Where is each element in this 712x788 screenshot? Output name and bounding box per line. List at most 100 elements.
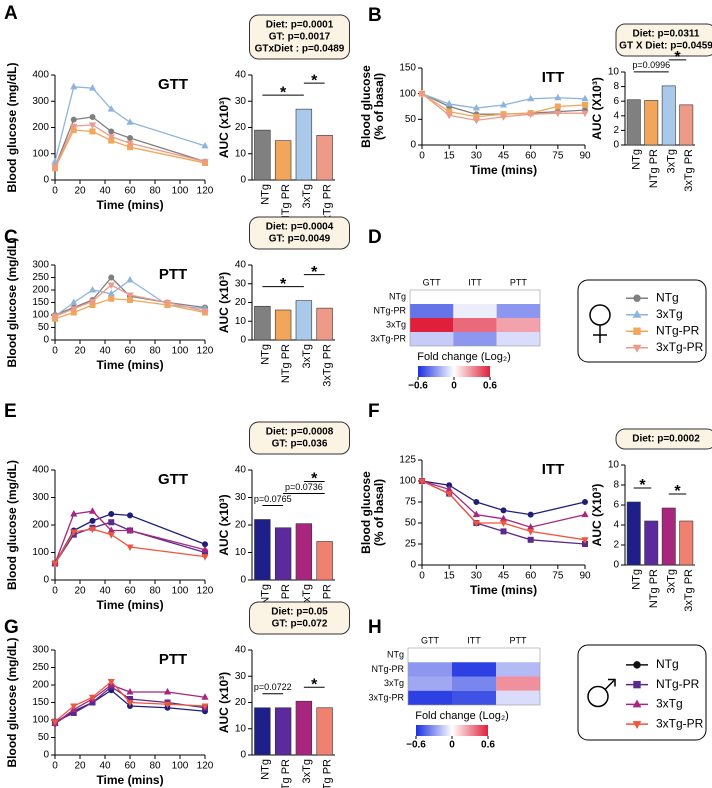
heatmap-cell — [452, 676, 496, 691]
heatmap-cell — [408, 676, 452, 691]
x-tick-label: 45 — [498, 571, 510, 582]
marker — [554, 110, 562, 118]
legend-label: NTg-PR — [656, 323, 700, 337]
x-axis-title: Time (mins) — [96, 773, 163, 787]
sig-label: p=0.0996 — [632, 60, 670, 70]
row-label: 3xTg — [386, 319, 406, 329]
x-tick-label: 90 — [579, 151, 591, 162]
colorbar-title: Fold change (Log₂) — [415, 710, 509, 722]
y-axis-title: Blood glucose (mg/dL) — [5, 63, 19, 193]
heatmap-cell — [410, 290, 454, 304]
x-tick-label: 40 — [99, 186, 111, 197]
stats-box — [249, 601, 350, 635]
bar — [274, 707, 292, 756]
y-tick-label: 150 — [399, 63, 416, 74]
y-tick-label: 50 — [405, 114, 417, 125]
panel-label: B — [368, 5, 382, 26]
y-tick-label: 40 — [235, 260, 247, 271]
y-tick-label: 100 — [32, 148, 49, 159]
x-tick-label: NTg — [259, 584, 271, 605]
x-tick-label: 3xTg PR — [322, 184, 334, 227]
row-label: 3xTg — [384, 678, 404, 688]
y-tick-label: 0 — [410, 560, 416, 571]
sig-label: * — [639, 477, 646, 494]
stats-text: GT: p=0.072 — [272, 619, 328, 630]
bar — [254, 305, 271, 341]
marker — [632, 721, 642, 730]
marker — [581, 510, 589, 518]
x-tick-label: 60 — [124, 761, 136, 772]
marker — [89, 128, 96, 135]
marker — [582, 499, 588, 505]
column-label: ITT — [468, 277, 482, 287]
legend-label: NTg — [656, 657, 679, 671]
panel-label: D — [368, 227, 382, 248]
marker — [633, 680, 641, 689]
stats-text: GT X Diet: p=0.0459 — [619, 41, 712, 52]
y-tick-label: 0 — [240, 750, 246, 761]
y-tick-label: 8 — [613, 81, 619, 92]
x-tick-label: 0 — [52, 586, 58, 597]
x-tick-label: 100 — [172, 761, 189, 772]
x-tick-label: 3xTg — [301, 344, 313, 368]
row-label: NTg-PR — [373, 305, 406, 315]
x-tick-label: 80 — [149, 586, 161, 597]
bar — [316, 707, 333, 756]
sig-label: * — [311, 72, 318, 89]
marker — [108, 295, 115, 302]
bar — [626, 99, 641, 146]
marker — [88, 507, 97, 514]
x-tick-label: 0 — [419, 151, 425, 162]
heatmap-cell — [410, 332, 454, 346]
y-tick-label: 0 — [240, 175, 246, 186]
marker — [473, 499, 480, 505]
marker — [88, 298, 97, 306]
marker — [633, 661, 641, 669]
x-axis-title: Time (mins) — [470, 583, 537, 597]
y-axis-title: Blood glucose — [359, 471, 373, 554]
y-tick-label: 30 — [235, 671, 247, 682]
bar — [661, 85, 676, 146]
y-tick-label: 8 — [613, 480, 619, 491]
legend-label: NTg — [656, 290, 679, 304]
marker — [445, 112, 453, 120]
bar — [295, 523, 313, 581]
marker — [554, 93, 562, 101]
y-tick-label: 30 — [235, 492, 247, 503]
marker — [499, 114, 508, 121]
panel-label: F — [368, 401, 380, 422]
marker — [107, 289, 115, 297]
marker — [201, 554, 209, 561]
y-axis-title: Blood glucose — [359, 65, 373, 148]
y-tick-label: 4 — [613, 520, 619, 531]
y-tick-label: 10 — [235, 316, 247, 327]
marker — [499, 100, 508, 108]
heatmap-cell — [496, 290, 540, 304]
heatmap-cell — [453, 290, 497, 304]
heatmap-cell — [452, 690, 496, 705]
marker — [632, 699, 642, 708]
y-tick-label: 75 — [405, 497, 417, 508]
legend-label: 3xTg — [656, 697, 683, 711]
sig-label: * — [311, 676, 318, 693]
stats-box — [249, 14, 350, 60]
column-label: PTT — [510, 635, 528, 645]
marker — [632, 309, 642, 318]
x-tick-label: 60 — [124, 586, 136, 597]
x-tick-label: NTg PR — [648, 149, 660, 188]
heatmap-cell — [496, 648, 540, 663]
bar — [295, 108, 313, 181]
bar — [274, 140, 292, 181]
heatmap-cell — [496, 690, 540, 705]
marker — [581, 94, 589, 102]
y-tick-label: 300 — [32, 260, 49, 271]
colorbar-tick-label: −0.6 — [408, 381, 428, 392]
marker — [527, 528, 535, 536]
x-tick-label: 3xTg — [666, 569, 678, 593]
marker — [201, 141, 209, 149]
colorbar-tick-label: 0 — [451, 381, 457, 392]
marker — [88, 285, 97, 293]
y-axis-title: Blood glucose (mg/dL) — [5, 638, 19, 768]
marker — [527, 511, 534, 518]
x-axis-title: Time (mins) — [96, 198, 163, 212]
